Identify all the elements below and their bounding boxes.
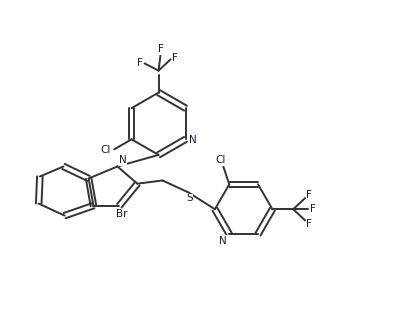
Text: N: N [189,135,196,145]
Text: N: N [219,236,227,246]
Text: F: F [306,190,312,200]
Text: Cl: Cl [215,155,225,165]
Text: S: S [186,193,192,203]
Text: F: F [137,58,143,68]
Text: F: F [310,204,316,214]
Text: Br: Br [115,209,127,219]
Text: Cl: Cl [100,145,111,155]
Text: F: F [306,218,312,228]
Text: N: N [119,156,126,166]
Text: F: F [158,44,164,54]
Text: F: F [172,53,178,63]
